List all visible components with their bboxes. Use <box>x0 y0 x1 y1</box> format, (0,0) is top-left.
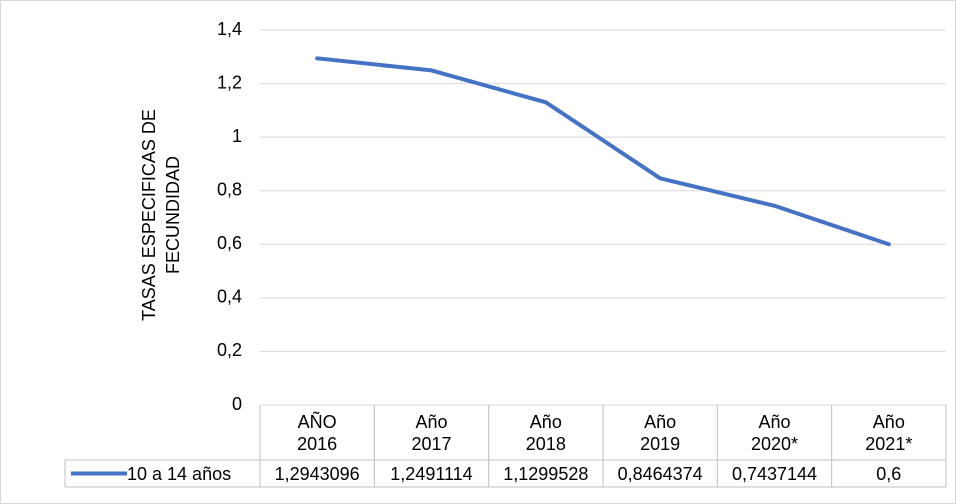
x-tick-label: Año 2020* <box>750 411 799 454</box>
data-label: 0,7437144 <box>731 463 818 484</box>
legend-label: 10 a 14 años <box>127 463 232 484</box>
y-axis-label: TASAS ESPECIFICAS DE <box>139 109 159 321</box>
y-tick-label: 0,8 <box>217 179 242 199</box>
y-tick-label: 0,2 <box>217 340 242 360</box>
data-label: 0,6 <box>876 463 902 484</box>
y-tick-label: 0,4 <box>217 287 242 307</box>
line-series <box>315 56 891 247</box>
x-tick-label: AÑO 2016 <box>297 411 338 454</box>
x-tick-label: Año 2018 <box>525 411 566 454</box>
y-tick-label: 1,4 <box>217 19 242 39</box>
data-label: 1,1299528 <box>503 463 589 484</box>
x-tick-label: Año 2021* <box>865 411 913 454</box>
y-tick-label: 0,6 <box>217 233 242 253</box>
x-tick-label: Año 2017 <box>411 411 452 454</box>
data-label: 0,8464374 <box>617 463 703 484</box>
x-tick-label: Año 2019 <box>640 411 681 454</box>
data-label: 1,2943096 <box>274 463 360 484</box>
y-axis-label: FECUNDIDAD <box>163 156 183 274</box>
y-tick-label: 0 <box>232 394 242 414</box>
y-tick-label: 1 <box>232 126 242 146</box>
data-label: 1,2491114 <box>390 463 473 484</box>
y-tick-label: 1,2 <box>217 72 242 92</box>
